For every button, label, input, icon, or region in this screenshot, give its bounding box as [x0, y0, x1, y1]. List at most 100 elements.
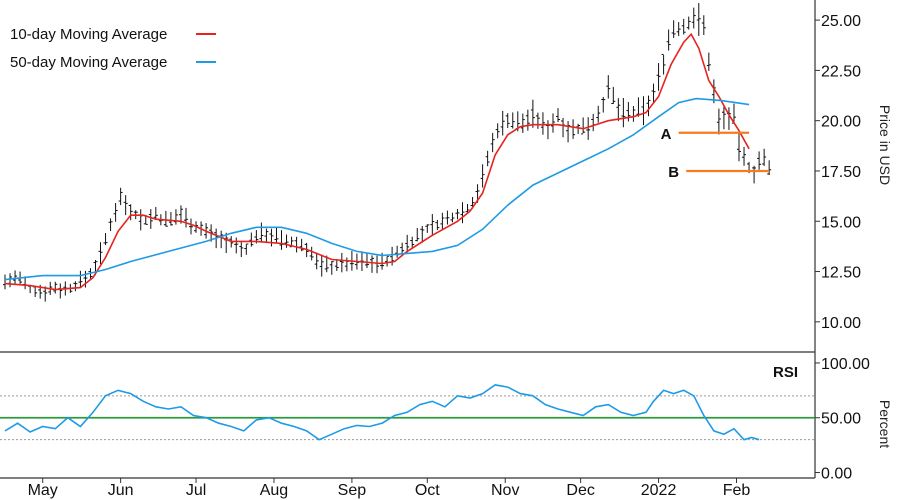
price-bar [294, 236, 299, 253]
price-bar [385, 255, 390, 267]
ma-line-10-day [4, 32, 750, 291]
price-bar [425, 224, 430, 233]
price-y-tick-label: 22.50 [821, 63, 861, 80]
price-bar [53, 281, 58, 294]
price-bar [465, 203, 470, 214]
rsi-line [4, 384, 760, 441]
price-bar [450, 212, 455, 223]
price-bar [118, 187, 123, 206]
price-bar [550, 113, 555, 133]
price-bar [445, 210, 450, 225]
x-tick-label: Jun [108, 482, 134, 499]
price-bar [460, 202, 465, 224]
price-bar [128, 204, 133, 221]
price-bar [651, 83, 656, 103]
price-bar [525, 109, 530, 131]
support-label-a: A [661, 126, 672, 143]
price-bar [405, 234, 410, 253]
price-bar [556, 108, 561, 123]
rsi-y-tick-label: 100.00 [821, 356, 870, 373]
price-bar [370, 255, 374, 273]
price-bar [430, 214, 435, 236]
price-bar [13, 270, 18, 285]
price-bar [415, 228, 420, 242]
price-bar [339, 252, 344, 273]
price-bar [545, 120, 550, 140]
price-bar [495, 123, 500, 139]
x-tick-label: Dec [566, 482, 594, 499]
rsi-y-tick-label: 0.00 [821, 466, 852, 483]
price-bar [163, 210, 168, 227]
price-bar [510, 112, 515, 129]
price-bars [3, 3, 772, 302]
legend-label: 50-day Moving Average [10, 54, 167, 71]
price-bar [364, 253, 369, 269]
price-bar [641, 96, 646, 126]
price-bar [666, 29, 671, 51]
price-bar [485, 150, 490, 167]
ma-line-50-day [4, 97, 750, 281]
x-tick-label: Aug [260, 482, 288, 499]
price-bar [601, 96, 606, 113]
price-bar [520, 113, 525, 133]
price-bar [309, 246, 314, 261]
price-bar [3, 274, 7, 290]
rsi-y-tick-label: 50.00 [821, 411, 861, 428]
price-panel: 25.00 22.50 20.00 17.50 15.00 12.50 10.00 Price… [0, 0, 893, 478]
price-bar [299, 238, 304, 252]
price-y-tick-label: 20.00 [821, 114, 861, 131]
price-bar [686, 16, 691, 30]
price-bar [239, 242, 244, 258]
price-bar [420, 225, 425, 243]
price-bar [606, 75, 611, 99]
price-bar [108, 218, 113, 232]
price-bar [8, 273, 13, 288]
price-bar [274, 227, 279, 244]
price-bar [586, 117, 591, 140]
x-tick-label: May [28, 482, 58, 499]
price-y-tick-label: 12.50 [821, 265, 861, 282]
price-bar [540, 112, 545, 135]
support-label-b: B [668, 164, 679, 181]
x-tick-label: Sep [338, 482, 367, 499]
price-bar [153, 207, 158, 220]
price-bar [581, 117, 586, 135]
price-bar [395, 245, 400, 258]
price-bar [58, 283, 63, 299]
price-bar [148, 209, 153, 229]
price-bar [676, 22, 681, 37]
price-y-tick-label: 10.00 [821, 315, 861, 332]
price-bar [98, 242, 103, 265]
price-bar [375, 255, 380, 274]
price-bar [435, 219, 440, 231]
price-bar [259, 222, 264, 243]
price-bar [334, 259, 339, 271]
legend: 10-day Moving Average 50-day Moving Avera… [10, 26, 216, 71]
price-bar [742, 146, 747, 166]
price-bar [681, 18, 686, 35]
price-bar [78, 270, 83, 288]
price-bar [500, 110, 505, 136]
price-bar [480, 164, 485, 188]
price-bar [571, 119, 576, 139]
rsi-y-axis-title: Percent [877, 400, 893, 448]
price-bar [505, 113, 510, 128]
price-bar [138, 209, 143, 231]
price-bar [691, 7, 696, 29]
price-y-tick-label: 25.00 [821, 13, 861, 30]
price-bar [621, 97, 626, 128]
rsi-panel: 100.00 50.00 0.00 Percent RSI [0, 356, 893, 483]
x-tick-label: Feb [723, 482, 751, 499]
price-bar [314, 252, 319, 270]
price-bar [279, 230, 284, 250]
price-bar [264, 228, 269, 244]
price-bar [189, 218, 194, 235]
price-y-tick-label: 17.50 [821, 164, 861, 181]
price-bar [757, 151, 762, 170]
price-bar [611, 86, 616, 105]
price-bar [596, 105, 601, 123]
price-bar [646, 95, 651, 117]
price-bar [701, 15, 706, 36]
x-tick-label: Oct [415, 482, 440, 499]
